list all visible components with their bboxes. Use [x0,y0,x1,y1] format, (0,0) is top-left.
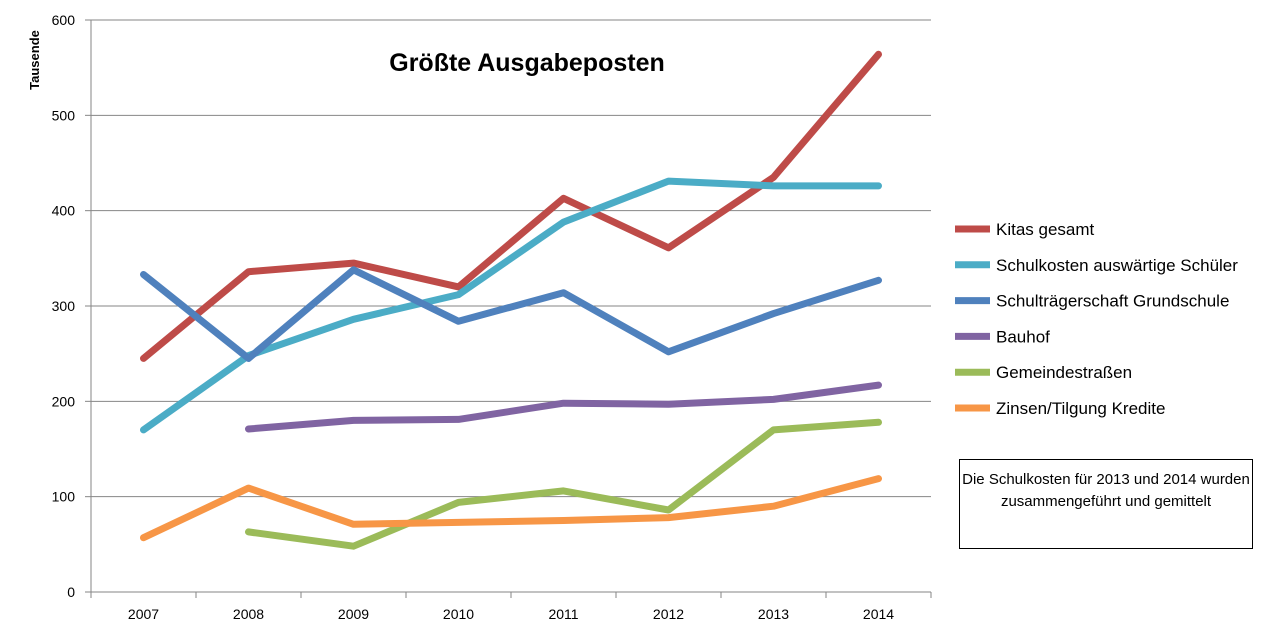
legend-label: Gemeindestraßen [996,363,1132,382]
x-tick-label: 2012 [653,606,684,622]
y-axis-label: Tausende [27,30,42,90]
legend-label: Schulkosten auswärtige Schüler [996,256,1238,275]
y-tick-label: 0 [67,584,75,600]
series-line [140,266,882,362]
y-tick-label: 500 [52,107,76,123]
series-line [245,418,882,550]
series-line [140,475,882,542]
x-tick-label: 2007 [128,606,159,622]
series-line [140,177,882,434]
x-tick-label: 2010 [443,606,474,622]
series-lines [140,50,882,550]
series-line [140,50,882,362]
x-tick-label: 2014 [863,606,894,622]
annotation-note: Die Schulkosten für 2013 und 2014 wurden… [959,459,1253,549]
y-tick-label: 200 [52,393,76,409]
legend-label: Zinsen/Tilgung Kredite [996,399,1165,418]
y-tick-label: 100 [52,489,76,505]
series-line [245,381,882,433]
legend-label: Kitas gesamt [996,220,1095,239]
legend-label: Schulträgerschaft Grundschule [996,292,1229,311]
y-tick-label: 600 [52,12,76,28]
x-tick-label: 2009 [338,606,369,622]
legend-label: Bauhof [996,327,1050,346]
x-tick-label: 2013 [758,606,789,622]
x-tick-label: 2011 [548,606,578,622]
chart-title: Größte Ausgabeposten [389,49,665,77]
y-tick-label: 400 [52,203,76,219]
axes: 0 100 200 300 400 500 600 2007 2008 2009 2010 2011 2… [52,12,932,622]
legend: Kitas gesamt Schulkosten auswärtige Schül… [955,220,1238,418]
x-tick-label: 2008 [233,606,264,622]
y-tick-label: 300 [52,298,76,314]
